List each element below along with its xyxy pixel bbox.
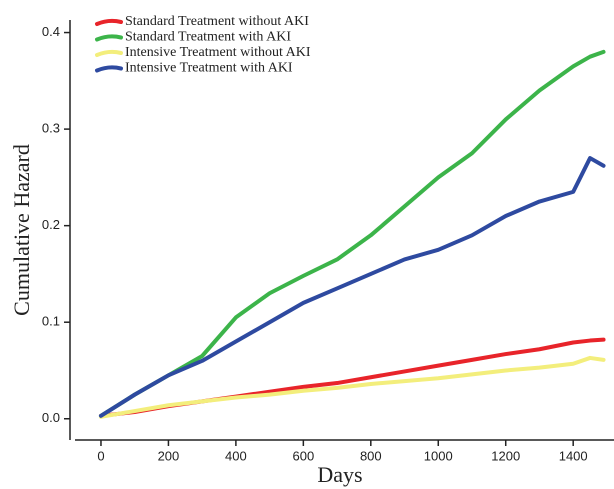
x-tick-label: 400	[225, 448, 247, 463]
y-tick-label: 0.0	[42, 410, 60, 425]
x-tick-label: 800	[360, 448, 382, 463]
legend-swatch	[95, 34, 123, 42]
x-tick-label: 1000	[424, 448, 453, 463]
x-tick-label: 200	[158, 448, 180, 463]
series-line	[98, 49, 606, 418]
x-axis-label: Days	[317, 462, 362, 487]
y-tick-label: 0.4	[42, 24, 60, 39]
legend-label: Standard Treatment with AKI	[125, 30, 291, 45]
legend-swatch	[95, 18, 123, 26]
x-tick-label: 1400	[559, 448, 588, 463]
legend-swatch	[95, 49, 123, 57]
series-line	[98, 355, 606, 419]
y-tick-label: 0.2	[42, 217, 60, 232]
y-tick-label: 0.1	[42, 314, 60, 329]
y-axis-label: Cumulative Hazard	[9, 144, 34, 316]
series-line	[98, 156, 606, 418]
legend-label: Standard Treatment without AKI	[125, 14, 309, 29]
legend-label: Intensive Treatment with AKI	[125, 61, 293, 76]
legend-swatch	[95, 65, 123, 73]
x-tick-label: 1200	[491, 448, 520, 463]
legend-label: Intensive Treatment without AKI	[125, 45, 311, 60]
x-tick-label: 0	[97, 448, 104, 463]
y-tick-label: 0.3	[42, 121, 60, 136]
x-tick-label: 600	[292, 448, 314, 463]
